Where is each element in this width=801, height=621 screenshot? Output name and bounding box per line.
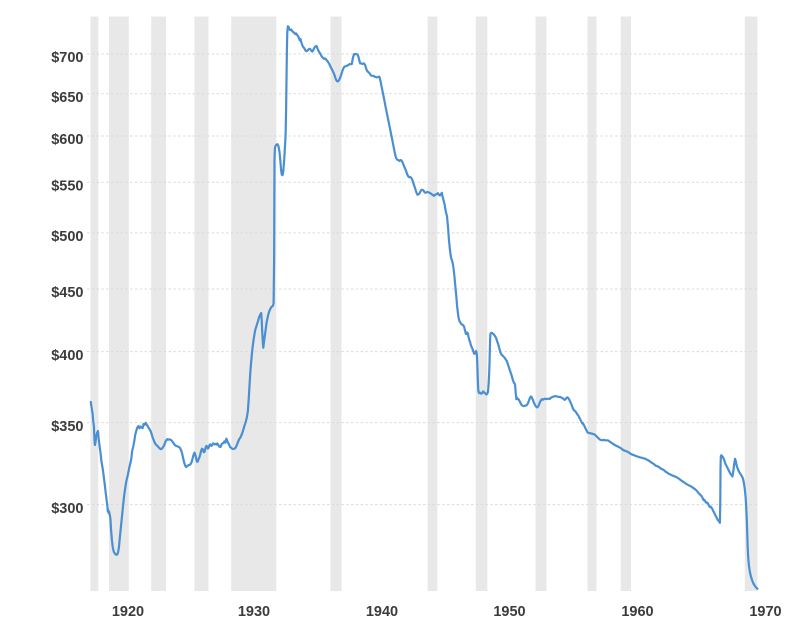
svg-text:$450: $450 [51,285,83,301]
svg-text:$400: $400 [51,348,83,364]
svg-text:$500: $500 [51,229,83,245]
svg-text:1940: 1940 [366,604,398,620]
svg-text:1930: 1930 [238,604,270,620]
svg-text:$600: $600 [51,132,83,148]
svg-text:1970: 1970 [749,604,781,620]
svg-text:1950: 1950 [493,604,525,620]
svg-text:$550: $550 [51,178,83,194]
svg-text:$300: $300 [51,501,83,517]
svg-text:1960: 1960 [621,604,653,620]
svg-text:$650: $650 [51,90,83,106]
svg-text:$700: $700 [51,50,83,66]
svg-text:$350: $350 [51,419,83,435]
svg-text:1920: 1920 [112,604,144,620]
